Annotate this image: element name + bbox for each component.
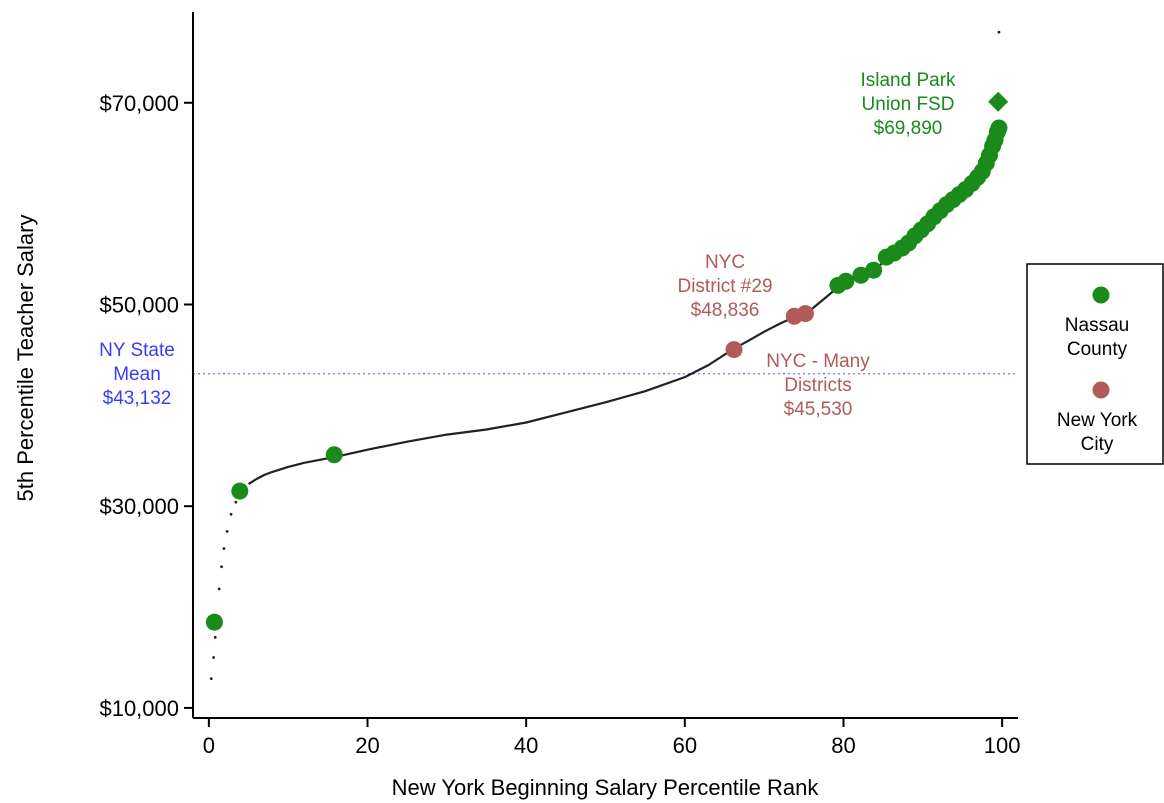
outlier-point xyxy=(997,30,1001,34)
district-point xyxy=(212,656,216,659)
annotation-island: Union FSD xyxy=(862,94,955,115)
legend: Nassau County New York City xyxy=(1026,263,1164,465)
district-point xyxy=(209,677,213,681)
district-point xyxy=(220,565,223,569)
legend-label-nassau-county: Nassau xyxy=(1065,315,1129,336)
x-tick-label: 100 xyxy=(984,733,1021,758)
annotation-island: $69,890 xyxy=(874,118,943,139)
highlighted-districts xyxy=(205,91,1009,631)
annotation-island: Island Park xyxy=(860,70,956,91)
new-york-city-point xyxy=(796,305,814,323)
district-point xyxy=(222,547,226,550)
y-axis-label: 5th Percentile Teacher Salary xyxy=(13,215,38,502)
annotation-nyc29: $48,836 xyxy=(691,300,760,321)
legend-marker-new-york-city xyxy=(1092,381,1110,399)
legend-label-new-york-city: City xyxy=(1081,434,1114,455)
district-curve-line xyxy=(247,130,1000,485)
district-point xyxy=(229,512,233,516)
annotations: Island Park Union FSD $69,890 NYC District #… xyxy=(677,70,956,420)
nassau-county-point xyxy=(865,261,883,279)
state-mean-label: NY State xyxy=(99,340,175,361)
state-mean-reference: NY State Mean $43,132 xyxy=(99,340,1018,409)
island-park-marker xyxy=(988,91,1009,112)
nassau-county-point xyxy=(990,119,1008,137)
nassau-county-point xyxy=(837,272,855,290)
y-tick-label: $10,000 xyxy=(99,696,179,721)
x-tick-label: 20 xyxy=(355,733,379,758)
nassau-county-point xyxy=(231,482,249,500)
x-tick-label: 40 xyxy=(514,733,538,758)
district-point xyxy=(234,500,238,504)
y-tick-label: $50,000 xyxy=(99,292,179,317)
annotation-nycmany: Districts xyxy=(784,375,852,396)
x-axis-label: New York Beginning Salary Percentile Ran… xyxy=(392,775,820,800)
axes: $10,000 $30,000 $50,000 $70,000 0 20 40 60 80 100 xyxy=(99,12,1020,758)
x-tick-label: 60 xyxy=(673,733,697,758)
annotation-nyc29: District #29 xyxy=(677,276,772,297)
new-york-city-point xyxy=(725,341,743,359)
district-point xyxy=(213,635,217,639)
annotation-nyc29: NYC xyxy=(705,252,745,273)
y-tick-label: $70,000 xyxy=(99,91,179,116)
legend-marker-nassau-county xyxy=(1092,286,1110,304)
state-mean-label: $43,132 xyxy=(103,388,172,409)
nassau-county-point xyxy=(325,446,343,464)
state-mean-label: Mean xyxy=(113,364,161,385)
annotation-nycmany: $45,530 xyxy=(784,399,853,420)
x-tick-label: 80 xyxy=(831,733,855,758)
annotation-nycmany: NYC - Many xyxy=(766,351,870,372)
legend-label-nassau-county: County xyxy=(1067,339,1128,360)
legend-label-new-york-city: New York xyxy=(1057,410,1138,431)
district-point xyxy=(217,587,221,591)
nassau-county-point xyxy=(205,613,223,631)
x-tick-label: 0 xyxy=(203,733,215,758)
district-point xyxy=(225,530,229,533)
y-tick-label: $30,000 xyxy=(99,494,179,519)
